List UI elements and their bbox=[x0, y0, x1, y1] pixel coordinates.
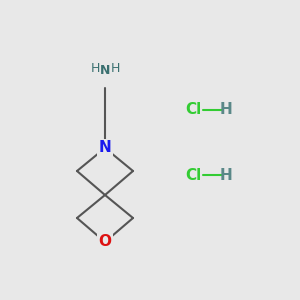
Text: H: H bbox=[220, 103, 232, 118]
Text: O: O bbox=[98, 235, 112, 250]
Text: Cl: Cl bbox=[185, 167, 201, 182]
Text: Cl: Cl bbox=[185, 103, 201, 118]
Text: N: N bbox=[100, 64, 110, 77]
Text: H: H bbox=[220, 167, 232, 182]
Text: H: H bbox=[110, 61, 120, 74]
Text: N: N bbox=[99, 140, 111, 155]
Text: H: H bbox=[90, 61, 100, 74]
